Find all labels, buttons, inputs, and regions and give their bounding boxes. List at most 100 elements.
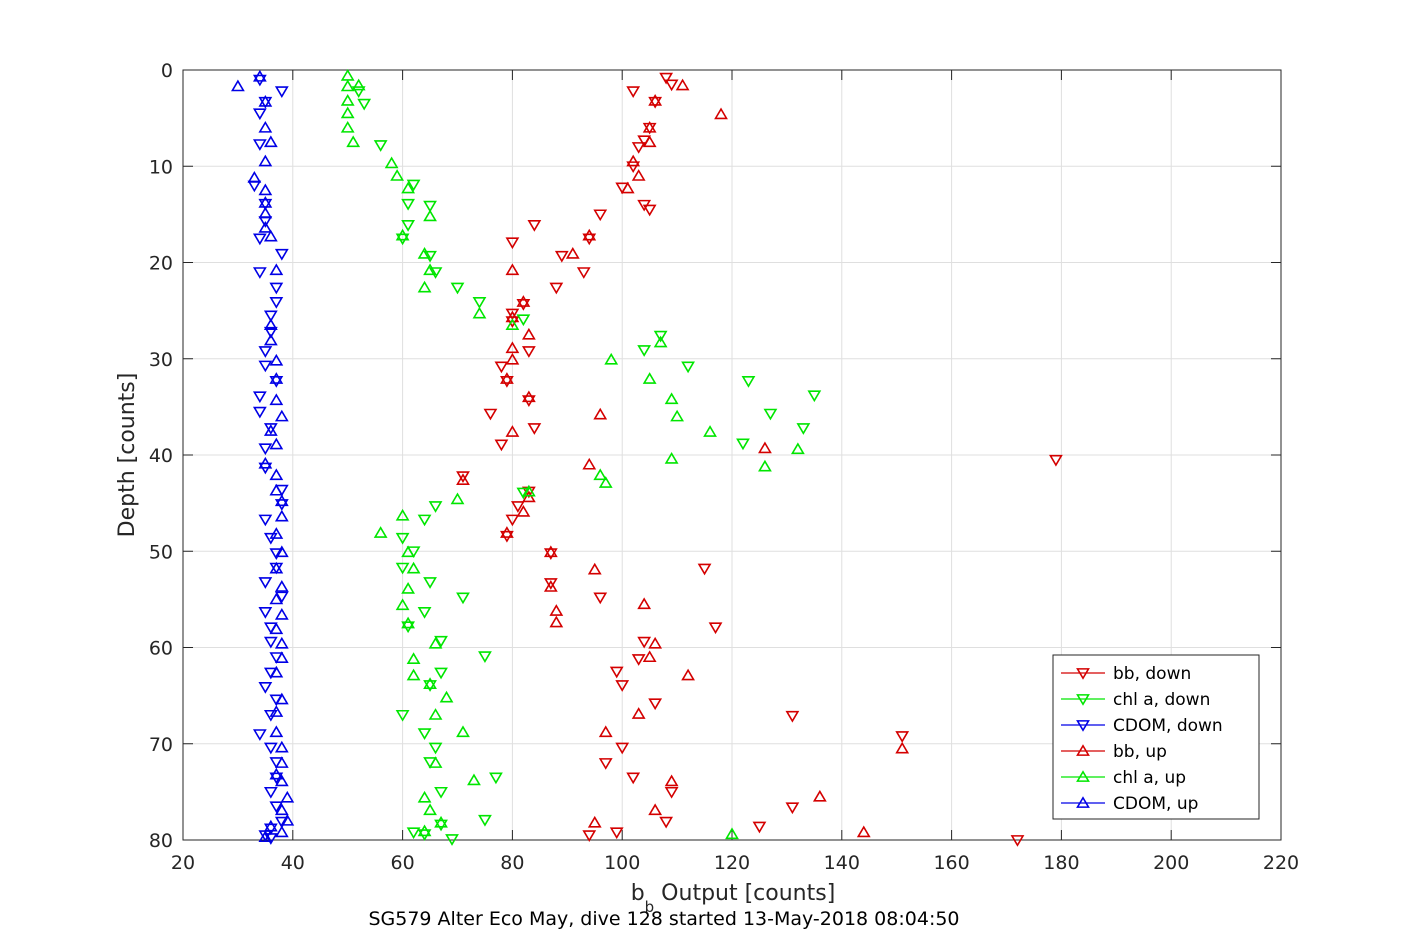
data-point <box>274 494 289 507</box>
data-point <box>642 372 657 384</box>
data-point <box>274 692 289 705</box>
data-point <box>796 423 811 435</box>
data-point <box>478 814 492 827</box>
data-point <box>510 501 525 513</box>
data-point <box>648 96 663 109</box>
data-point <box>269 665 284 678</box>
data-point <box>637 636 652 649</box>
data-point <box>725 827 739 840</box>
data-point <box>274 825 289 838</box>
data-point <box>505 310 520 323</box>
data-point <box>631 707 646 719</box>
data-point <box>280 790 295 803</box>
data-point <box>631 169 646 181</box>
data-point <box>406 668 421 681</box>
data-point <box>390 169 405 181</box>
x-tick-label: 20 <box>171 852 195 874</box>
legend-swatch-marker <box>1076 744 1090 756</box>
data-point <box>428 708 443 720</box>
data-point <box>269 353 284 366</box>
data-point <box>274 816 289 829</box>
data-point <box>736 438 750 451</box>
data-point <box>664 452 679 464</box>
data-point <box>258 94 273 107</box>
data-point <box>274 545 289 558</box>
data-point <box>401 545 415 558</box>
data-point <box>642 204 657 217</box>
data-point <box>807 390 822 403</box>
data-point <box>269 297 284 309</box>
data-point <box>274 636 289 649</box>
data-point <box>500 526 514 538</box>
legend-swatch-marker <box>1076 796 1090 808</box>
data-point <box>631 654 646 666</box>
data-point <box>521 484 536 497</box>
x-tick-label: 160 <box>933 852 969 874</box>
data-point <box>269 767 284 780</box>
data-point <box>428 756 443 768</box>
data-point <box>252 233 267 246</box>
data-point <box>675 78 690 91</box>
data-point <box>543 545 558 558</box>
data-point <box>258 221 273 233</box>
data-point <box>428 742 443 755</box>
data-point <box>263 636 278 649</box>
data-point <box>258 443 273 456</box>
data-point <box>340 93 355 106</box>
data-point <box>417 824 432 837</box>
data-point <box>895 741 910 754</box>
data-point <box>637 597 652 610</box>
data-point <box>593 407 608 420</box>
data-point <box>258 682 273 694</box>
data-point <box>543 580 558 592</box>
data-point <box>472 306 487 319</box>
data-point <box>274 607 289 620</box>
data-point <box>269 725 284 738</box>
data-point <box>549 615 564 628</box>
data-point <box>406 827 421 840</box>
data-points <box>231 68 1063 847</box>
data-point <box>653 335 668 348</box>
data-point <box>456 592 470 605</box>
data-point <box>670 409 684 422</box>
x-axis: 20 40 60 80 100 120 140 160 180 200 220 <box>171 70 1299 874</box>
data-point <box>401 198 415 211</box>
x-tick-label: 180 <box>1043 852 1079 874</box>
y-tick-label: 20 <box>149 253 173 275</box>
data-point <box>598 758 613 770</box>
data-point <box>626 154 641 167</box>
data-point <box>373 140 388 152</box>
data-point <box>428 636 443 649</box>
data-point <box>653 330 668 343</box>
data-point <box>263 742 278 755</box>
data-point <box>664 774 679 787</box>
data-point <box>598 476 613 488</box>
data-point <box>565 247 580 259</box>
data-point <box>269 437 284 450</box>
data-point <box>472 297 487 309</box>
legend-label: bb, down <box>1113 664 1191 684</box>
data-point <box>505 341 520 354</box>
data-point <box>642 135 657 148</box>
data-point <box>269 483 284 496</box>
data-point <box>1049 454 1063 467</box>
data-point <box>274 580 289 592</box>
data-point <box>543 578 558 590</box>
x-tick-label: 220 <box>1263 852 1299 874</box>
data-point <box>258 198 273 211</box>
data-point <box>500 372 514 384</box>
data-point <box>609 827 624 840</box>
data-point <box>615 742 630 755</box>
data-point <box>439 690 454 703</box>
data-point <box>593 209 608 222</box>
data-point <box>263 786 278 799</box>
data-point <box>697 563 712 576</box>
x-tick-label: 60 <box>391 852 415 874</box>
data-point <box>269 375 284 388</box>
data-point <box>351 86 366 98</box>
data-point <box>812 789 827 802</box>
data-point <box>269 561 284 574</box>
data-point <box>593 592 608 605</box>
legend-item: chl a, down <box>1061 690 1210 710</box>
legend-label: CDOM, down <box>1113 716 1223 736</box>
